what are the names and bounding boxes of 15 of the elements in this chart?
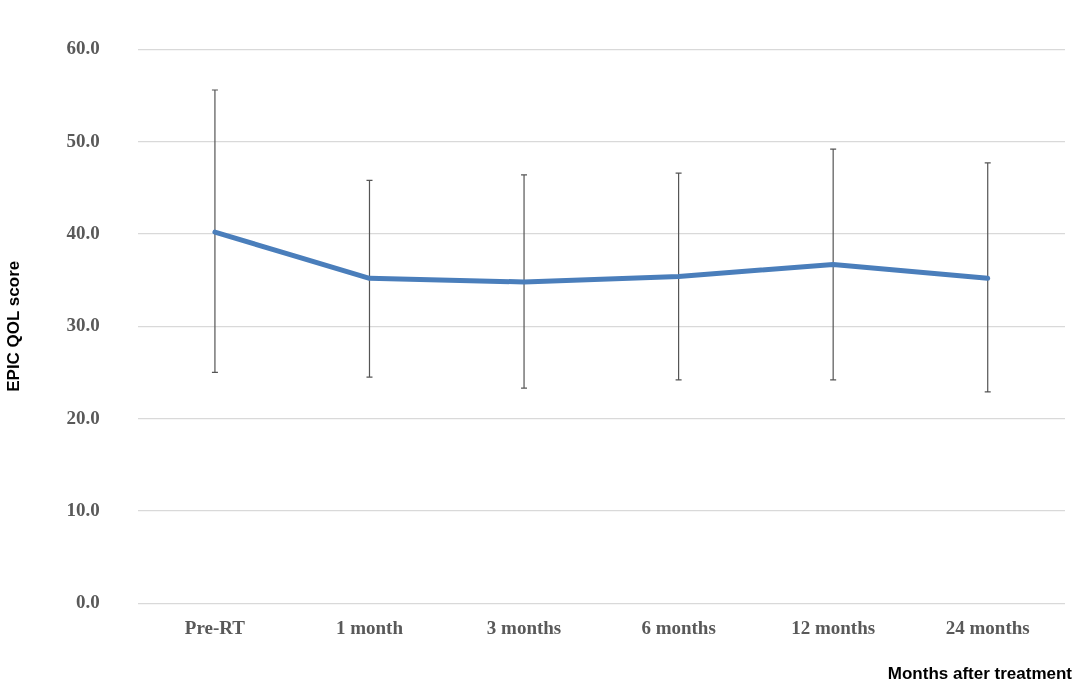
- x-tick-label: Pre-RT: [184, 616, 246, 638]
- y-tick-label: 40.0: [66, 221, 100, 243]
- y-tick-label: 20.0: [66, 406, 100, 428]
- x-tick-label: 6 months: [641, 616, 716, 638]
- y-tick-label: 60.0: [66, 37, 100, 59]
- x-tick-label: 1 month: [335, 616, 404, 638]
- x-axis-title: Months after treatment: [887, 664, 1072, 684]
- y-tick-label: 50.0: [66, 129, 100, 151]
- y-tick-label: 30.0: [66, 314, 100, 336]
- x-tick-label: 24 months: [945, 616, 1030, 638]
- y-tick-label: 0.0: [75, 591, 100, 613]
- y-tick-label: 10.0: [66, 498, 100, 520]
- y-axis-title: EPIC QOL score: [3, 260, 23, 392]
- x-tick-label: 12 months: [791, 616, 876, 638]
- x-tick-label: 3 months: [486, 616, 562, 638]
